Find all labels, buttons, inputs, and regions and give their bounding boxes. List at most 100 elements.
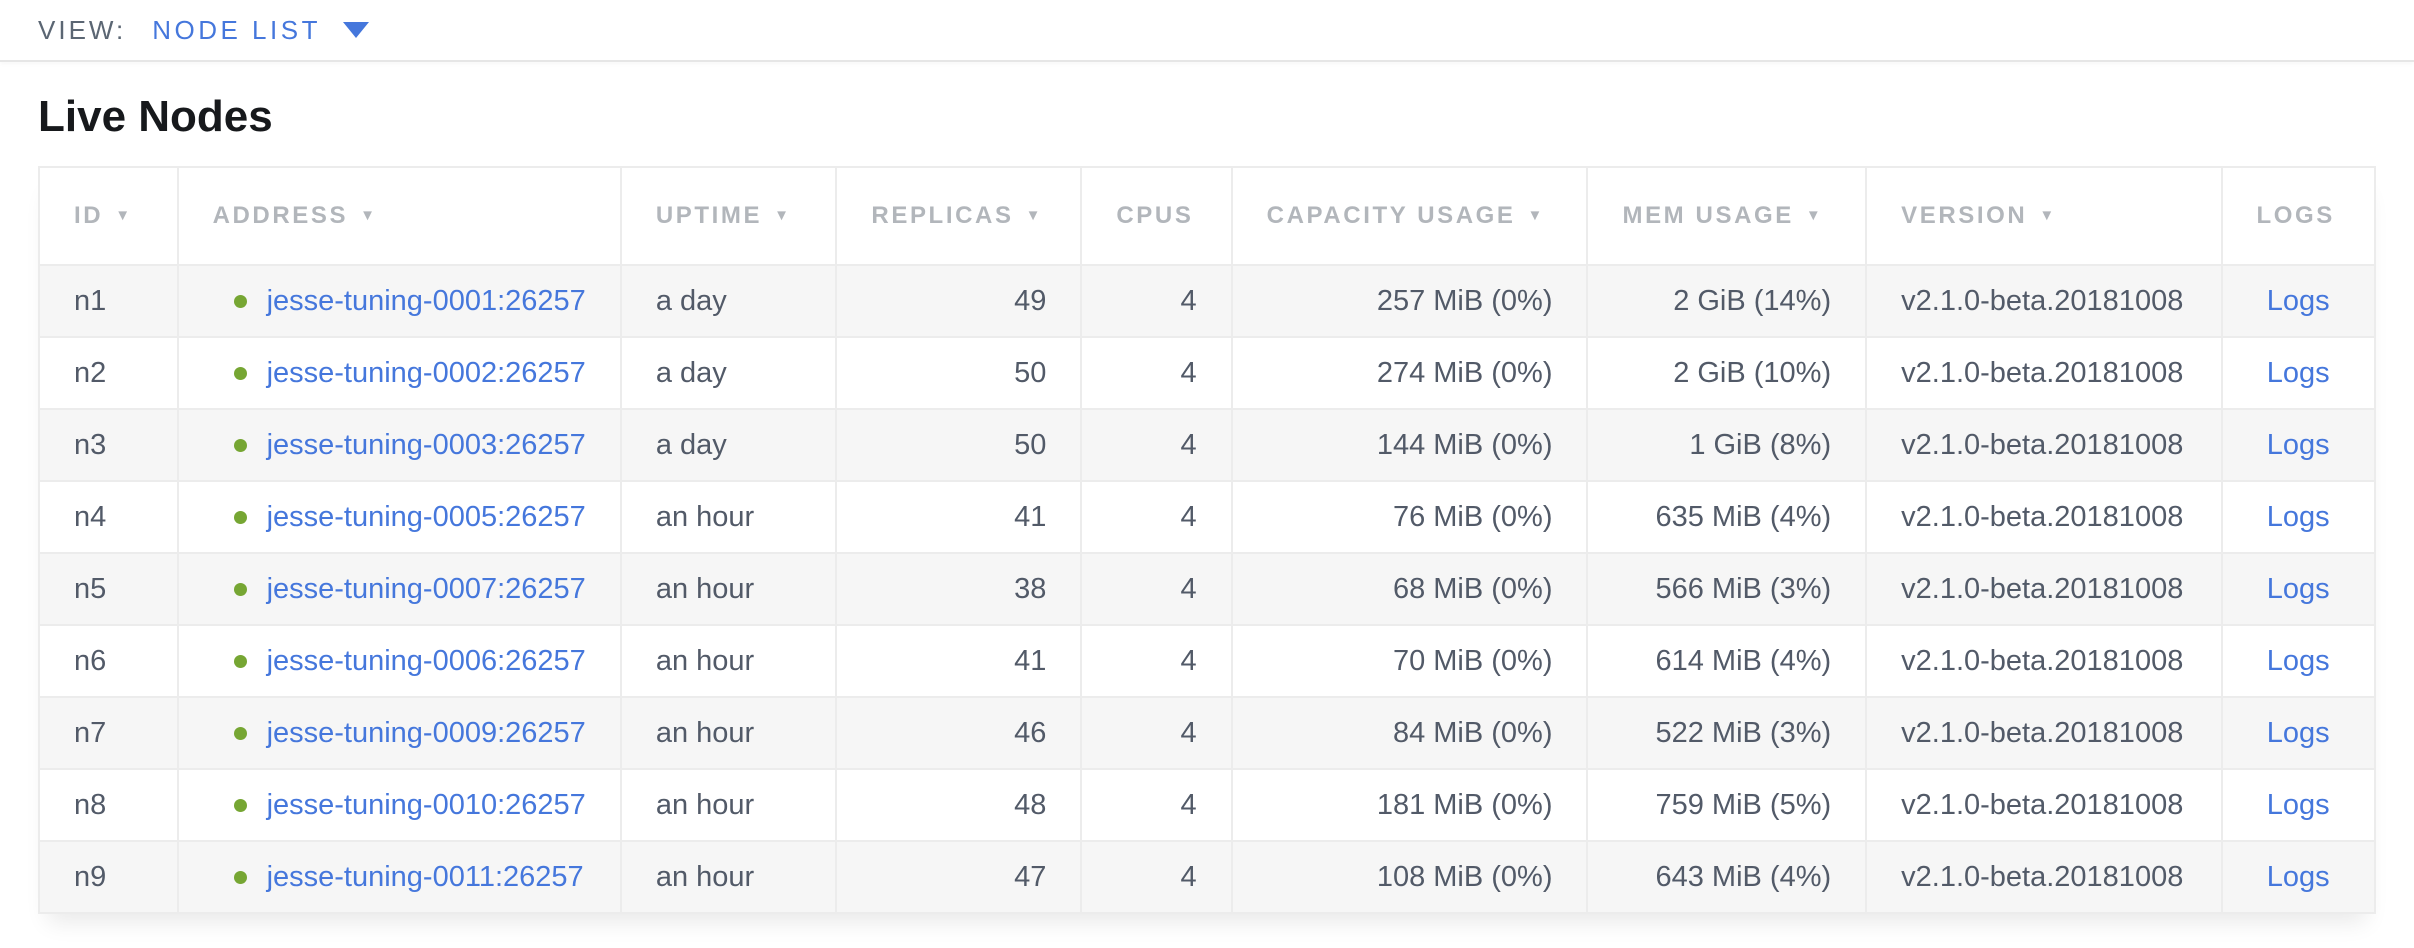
node-address-link[interactable]: jesse-tuning-0009:26257 bbox=[267, 717, 586, 750]
logs-link[interactable]: Logs bbox=[2267, 285, 2330, 317]
column-header-capacity-usage[interactable]: CAPACITY USAGE▼ bbox=[1232, 167, 1588, 265]
uptime-cell: an hour bbox=[621, 769, 837, 841]
capacity-usage-cell: 84 MiB (0%) bbox=[1232, 697, 1588, 769]
table-row: n1 jesse-tuning-0001:26257 a day 49 4 25… bbox=[39, 265, 2375, 337]
view-dropdown-selected[interactable]: NODE LIST bbox=[152, 15, 321, 46]
cpus-cell: 4 bbox=[1081, 337, 1231, 409]
node-address-link[interactable]: jesse-tuning-0005:26257 bbox=[267, 501, 586, 534]
uptime-cell: an hour bbox=[621, 841, 837, 913]
node-id-cell: n1 bbox=[39, 265, 178, 337]
table-row: n5 jesse-tuning-0007:26257 an hour 38 4 … bbox=[39, 553, 2375, 625]
logs-cell: Logs bbox=[2222, 769, 2376, 841]
node-status-icon bbox=[234, 295, 247, 308]
node-address-link[interactable]: jesse-tuning-0003:26257 bbox=[267, 429, 586, 462]
node-address-cell: jesse-tuning-0005:26257 bbox=[178, 481, 621, 553]
sort-desc-icon: ▼ bbox=[1026, 207, 1041, 224]
mem-usage-cell: 614 MiB (4%) bbox=[1587, 625, 1866, 697]
node-status-icon bbox=[234, 727, 247, 740]
column-header-cpus: CPUS bbox=[1081, 167, 1231, 265]
column-header-label: MEM USAGE bbox=[1622, 202, 1793, 229]
replicas-cell: 41 bbox=[836, 625, 1081, 697]
logs-cell: Logs bbox=[2222, 337, 2376, 409]
node-address-cell: jesse-tuning-0002:26257 bbox=[178, 337, 621, 409]
table-row: n7 jesse-tuning-0009:26257 an hour 46 4 … bbox=[39, 697, 2375, 769]
table-header-row: ID▼ ADDRESS▼ UPTIME▼ REPLICAS▼ CPUS CAPA… bbox=[39, 167, 2375, 265]
capacity-usage-cell: 181 MiB (0%) bbox=[1232, 769, 1588, 841]
logs-link[interactable]: Logs bbox=[2267, 357, 2330, 389]
version-cell: v2.1.0-beta.20181008 bbox=[1866, 769, 2221, 841]
uptime-cell: an hour bbox=[621, 553, 837, 625]
logs-link[interactable]: Logs bbox=[2267, 501, 2330, 533]
cpus-cell: 4 bbox=[1081, 553, 1231, 625]
replicas-cell: 49 bbox=[836, 265, 1081, 337]
logs-link[interactable]: Logs bbox=[2267, 429, 2330, 461]
capacity-usage-cell: 76 MiB (0%) bbox=[1232, 481, 1588, 553]
cpus-cell: 4 bbox=[1081, 481, 1231, 553]
node-address-link[interactable]: jesse-tuning-0002:26257 bbox=[267, 357, 586, 390]
live-nodes-table: ID▼ ADDRESS▼ UPTIME▼ REPLICAS▼ CPUS CAPA… bbox=[38, 166, 2376, 914]
node-id-cell: n5 bbox=[39, 553, 178, 625]
column-header-label: CPUS bbox=[1116, 202, 1193, 229]
logs-cell: Logs bbox=[2222, 553, 2376, 625]
mem-usage-cell: 566 MiB (3%) bbox=[1587, 553, 1866, 625]
capacity-usage-cell: 274 MiB (0%) bbox=[1232, 337, 1588, 409]
logs-cell: Logs bbox=[2222, 625, 2376, 697]
node-address-link[interactable]: jesse-tuning-0010:26257 bbox=[267, 789, 586, 822]
version-cell: v2.1.0-beta.20181008 bbox=[1866, 625, 2221, 697]
replicas-cell: 38 bbox=[836, 553, 1081, 625]
page-title: Live Nodes bbox=[38, 92, 2414, 142]
column-header-version[interactable]: VERSION ▼ bbox=[1866, 167, 2221, 265]
node-address-link[interactable]: jesse-tuning-0007:26257 bbox=[267, 573, 586, 606]
cpus-cell: 4 bbox=[1081, 625, 1231, 697]
version-cell: v2.1.0-beta.20181008 bbox=[1866, 841, 2221, 913]
column-header-logs: LOGS bbox=[2222, 167, 2376, 265]
sort-desc-icon: ▼ bbox=[115, 207, 130, 224]
uptime-cell: a day bbox=[621, 409, 837, 481]
table-row: n4 jesse-tuning-0005:26257 an hour 41 4 … bbox=[39, 481, 2375, 553]
view-label: VIEW: bbox=[38, 15, 126, 46]
capacity-usage-cell: 68 MiB (0%) bbox=[1232, 553, 1588, 625]
mem-usage-cell: 2 GiB (14%) bbox=[1587, 265, 1866, 337]
column-header-address[interactable]: ADDRESS▼ bbox=[178, 167, 621, 265]
node-id-cell: n3 bbox=[39, 409, 178, 481]
replicas-cell: 50 bbox=[836, 337, 1081, 409]
node-status-icon bbox=[234, 799, 247, 812]
mem-usage-cell: 759 MiB (5%) bbox=[1587, 769, 1866, 841]
logs-link[interactable]: Logs bbox=[2267, 789, 2330, 821]
node-address-link[interactable]: jesse-tuning-0001:26257 bbox=[267, 285, 586, 318]
sort-desc-icon: ▼ bbox=[1528, 207, 1543, 224]
cpus-cell: 4 bbox=[1081, 841, 1231, 913]
sort-desc-icon: ▼ bbox=[774, 207, 789, 224]
capacity-usage-cell: 257 MiB (0%) bbox=[1232, 265, 1588, 337]
column-header-mem-usage[interactable]: MEM USAGE▼ bbox=[1587, 167, 1866, 265]
logs-cell: Logs bbox=[2222, 265, 2376, 337]
logs-cell: Logs bbox=[2222, 481, 2376, 553]
node-status-icon bbox=[234, 655, 247, 668]
node-address-link[interactable]: jesse-tuning-0011:26257 bbox=[267, 861, 584, 894]
column-header-label: ADDRESS bbox=[213, 202, 349, 229]
node-status-icon bbox=[234, 439, 247, 452]
node-id-cell: n9 bbox=[39, 841, 178, 913]
column-header-replicas[interactable]: REPLICAS▼ bbox=[836, 167, 1081, 265]
version-cell: v2.1.0-beta.20181008 bbox=[1866, 553, 2221, 625]
node-address-link[interactable]: jesse-tuning-0006:26257 bbox=[267, 645, 586, 678]
logs-link[interactable]: Logs bbox=[2267, 717, 2330, 749]
sort-desc-icon: ▼ bbox=[2039, 207, 2054, 224]
version-cell: v2.1.0-beta.20181008 bbox=[1866, 265, 2221, 337]
view-dropdown[interactable]: NODE LIST bbox=[152, 15, 369, 46]
node-address-cell: jesse-tuning-0006:26257 bbox=[178, 625, 621, 697]
mem-usage-cell: 1 GiB (8%) bbox=[1587, 409, 1866, 481]
logs-link[interactable]: Logs bbox=[2267, 573, 2330, 605]
node-id-cell: n7 bbox=[39, 697, 178, 769]
logs-cell: Logs bbox=[2222, 697, 2376, 769]
logs-link[interactable]: Logs bbox=[2267, 861, 2330, 893]
logs-cell: Logs bbox=[2222, 409, 2376, 481]
logs-link[interactable]: Logs bbox=[2267, 645, 2330, 677]
node-address-cell: jesse-tuning-0001:26257 bbox=[178, 265, 621, 337]
node-id-cell: n8 bbox=[39, 769, 178, 841]
uptime-cell: a day bbox=[621, 265, 837, 337]
column-header-id[interactable]: ID▼ bbox=[39, 167, 178, 265]
column-header-uptime[interactable]: UPTIME▼ bbox=[621, 167, 837, 265]
uptime-cell: an hour bbox=[621, 481, 837, 553]
column-header-label: VERSION bbox=[1901, 202, 2027, 229]
